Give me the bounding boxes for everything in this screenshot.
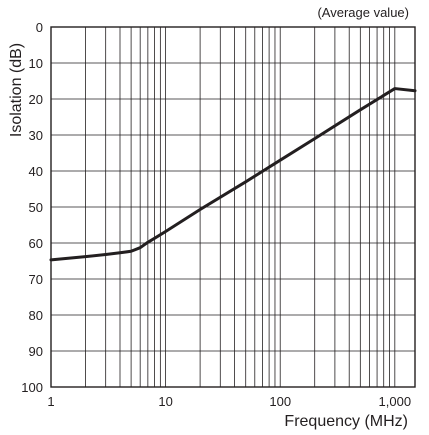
y-tick-label: 20 bbox=[29, 92, 43, 107]
y-tick-label: 10 bbox=[29, 56, 43, 71]
series-layer bbox=[49, 87, 417, 262]
y-tick-label: 30 bbox=[29, 128, 43, 143]
y-tick-label: 40 bbox=[29, 164, 43, 179]
x-tick-label: 1,000 bbox=[379, 394, 412, 409]
y-tick-label: 60 bbox=[29, 236, 43, 251]
series-line bbox=[49, 87, 417, 262]
y-tick-label: 100 bbox=[21, 380, 43, 395]
y-tick-labels: 0 10 20 30 40 50 60 70 80 90 100 bbox=[21, 20, 43, 395]
y-axis-label: Isolation (dB) bbox=[8, 43, 25, 137]
plot-frame bbox=[50, 26, 416, 388]
y-tick-label: 80 bbox=[29, 308, 43, 323]
y-tick-label: 50 bbox=[29, 200, 43, 215]
x-tick-labels: 1 10 100 1,000 bbox=[47, 394, 411, 409]
x-tick-label: 10 bbox=[158, 394, 172, 409]
annotation: (Average value) bbox=[317, 5, 409, 20]
grid bbox=[51, 27, 415, 387]
y-tick-label: 70 bbox=[29, 272, 43, 287]
x-axis-label: Frequency (MHz) bbox=[284, 413, 408, 430]
x-tick-label: 100 bbox=[269, 394, 291, 409]
y-tick-label: 90 bbox=[29, 344, 43, 359]
x-tick-label: 1 bbox=[47, 394, 54, 409]
y-tick-label: 0 bbox=[36, 20, 43, 35]
